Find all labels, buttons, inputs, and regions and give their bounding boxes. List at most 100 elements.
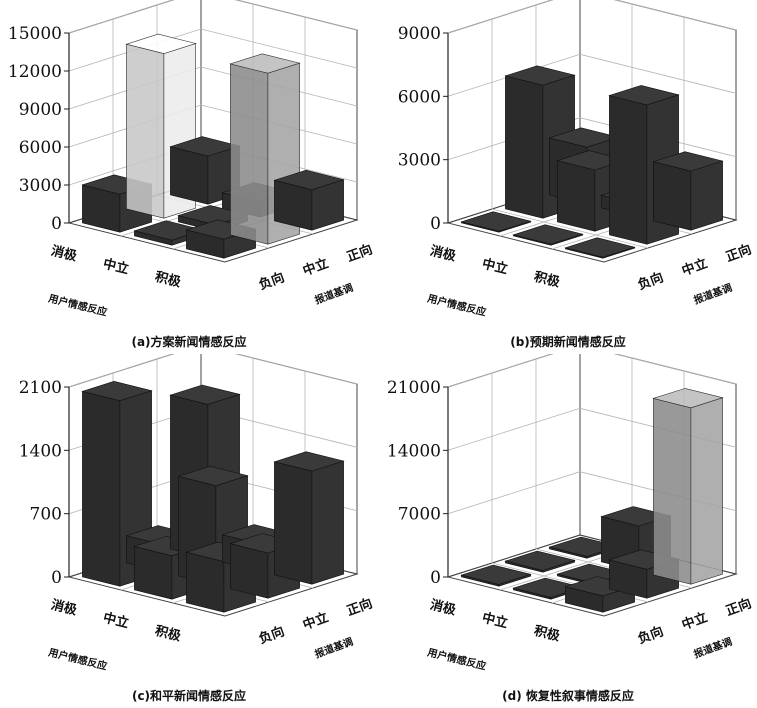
x-category-label: 中立	[480, 256, 509, 278]
y-category-label: 正向	[724, 241, 754, 265]
bar-face-top	[169, 136, 241, 157]
x-category-label: 消极	[428, 597, 458, 619]
bar-face-left	[274, 461, 313, 585]
bar	[273, 451, 345, 585]
x-category-label: 积极	[153, 269, 183, 291]
z-tick-label: 0	[51, 568, 62, 588]
bar-face-top	[548, 127, 620, 148]
bar	[652, 388, 724, 585]
x-category-label: 消极	[428, 243, 458, 265]
bar-face-left	[653, 161, 692, 231]
y-category-label: 正向	[345, 595, 375, 619]
bar-face-left	[653, 398, 692, 585]
x-category-label: 中立	[101, 610, 130, 632]
bar-face-top	[504, 550, 576, 571]
x-category-label: 消极	[49, 243, 79, 265]
bars	[81, 380, 345, 613]
z-tick-label: 3000	[19, 176, 62, 196]
bar-face-top	[504, 65, 576, 86]
z-gridline	[447, 0, 737, 34]
bar-face-right	[690, 160, 723, 231]
bar-face-top	[652, 151, 724, 172]
z-tick-label: 21000	[387, 378, 441, 398]
x-axis-name: 用户情感反应	[425, 291, 487, 318]
x-category-label: 积极	[153, 623, 183, 645]
y-category-label: 负向	[636, 269, 666, 293]
bar	[460, 211, 532, 233]
bar-face-left	[505, 75, 544, 219]
z-tick-label: 700	[30, 505, 62, 525]
bar-face-left	[186, 551, 225, 613]
x-category-label: 中立	[480, 610, 509, 632]
bar	[652, 151, 724, 231]
z-gridline	[68, 66, 358, 110]
x-axis-name: 用户情感反应	[46, 645, 108, 672]
z-tick-labels: 0 3000 6000 9000	[398, 24, 448, 234]
bar-face-right	[311, 460, 344, 585]
y-category-label: 中立	[301, 609, 331, 633]
z-gridline	[447, 354, 737, 388]
bars	[460, 65, 724, 259]
y-category-label: 正向	[724, 595, 754, 619]
z-tick-labels: 0 3000 6000 9000 12000 15000	[8, 24, 69, 234]
x-axis-name: 用户情感反应	[46, 291, 108, 318]
panel-a: 0 3000 6000 9000 12000 15000 消极 中立 积极 负向 中立 正向 用户情感反…	[0, 0, 378, 354]
bar-face-top	[460, 211, 532, 232]
panel-caption: (d) 恢复性叙事情感反应	[502, 688, 634, 703]
z-tick-label: 0	[430, 568, 441, 588]
bar-face-left	[170, 146, 209, 205]
z-tick-label: 6000	[19, 138, 62, 158]
z-gridline	[68, 0, 358, 34]
panel-c: 0 700 1400 2100 消极 中立 积极 负向 中立 正向 用户情感反应 报道基调 (c)和平新…	[0, 354, 378, 708]
bar	[512, 224, 584, 246]
z-tick-label: 9000	[19, 100, 62, 120]
bar-face-left	[609, 95, 648, 245]
bar-face-top	[652, 388, 724, 409]
bar-face-top	[460, 564, 532, 585]
y-category-label: 正向	[345, 241, 375, 265]
x-axis-name: 用户情感反应	[425, 645, 487, 672]
y-gridline-floor	[491, 208, 649, 249]
z-tick-label: 14000	[387, 441, 441, 461]
x-category-label: 积极	[532, 623, 562, 645]
bar-face-top	[564, 237, 636, 258]
bar-face-top	[177, 465, 249, 487]
bar-face-left	[230, 63, 269, 245]
bar	[564, 237, 636, 259]
bar-face-top	[273, 169, 345, 191]
bar-face-top	[229, 53, 301, 74]
y-category-label: 中立	[680, 609, 710, 633]
y-axis-name: 报道基调	[313, 281, 355, 307]
bar-face-left	[557, 160, 596, 232]
y-category-label: 中立	[680, 255, 710, 279]
panel-b: 0 3000 6000 9000 消极 中立 积极 负向 中立 正向 用户情感反应 报道基调 (b)预期…	[379, 0, 757, 354]
bar-face-left	[82, 391, 121, 587]
y-axis-name: 报道基调	[313, 635, 355, 661]
z-gridline	[447, 53, 737, 97]
z-tick-label: 9000	[398, 24, 441, 44]
z-tick-label: 7000	[398, 505, 441, 525]
bars	[81, 33, 345, 259]
bar-face-top	[608, 85, 680, 106]
bar-face-top	[81, 380, 153, 402]
bar-face-right	[690, 397, 723, 585]
x-category-label: 中立	[101, 256, 130, 278]
bar-face-left	[126, 43, 165, 219]
y-category-label: 中立	[301, 255, 331, 279]
panel-caption: (b)预期新闻情感反应	[510, 334, 626, 349]
bar	[504, 550, 576, 573]
y-category-label: 负向	[257, 269, 287, 293]
bar-face-top	[125, 33, 197, 54]
